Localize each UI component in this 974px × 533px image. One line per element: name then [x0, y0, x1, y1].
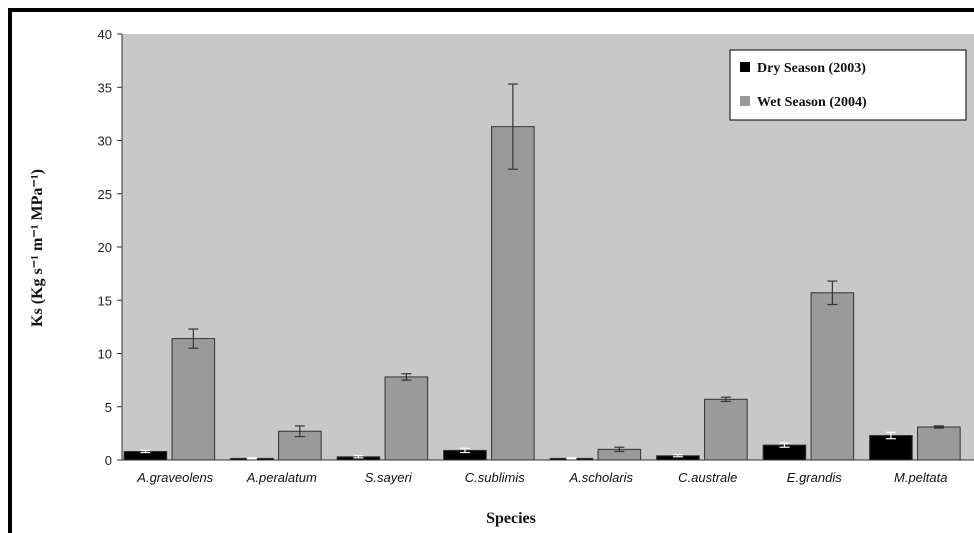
x-tick-label: A.peralatum	[246, 470, 317, 485]
y-tick-label: 0	[105, 453, 112, 468]
legend-label-dry: Dry Season (2003)	[757, 61, 866, 76]
legend: Dry Season (2003) Wet Season (2004)	[729, 49, 967, 121]
y-tick-label: 20	[98, 240, 112, 255]
bar-wet-3	[491, 126, 535, 461]
x-axis-title: Species	[486, 510, 536, 527]
x-tick-label: A.scholaris	[568, 470, 633, 485]
bars-group	[123, 83, 961, 461]
bar-wet-2	[384, 376, 429, 461]
y-tick-label: 40	[98, 27, 112, 42]
x-tick-label: E.grandis	[787, 470, 842, 485]
legend-swatch-dry	[740, 62, 750, 72]
x-tick-label: A.graveolens	[136, 470, 213, 485]
y-axis-ticks: 0 5 10 15 20 25 30 35 40	[98, 27, 122, 468]
x-axis-tick-labels: A.graveolens A.peralatum S.sayeri C.sublimi…	[136, 470, 947, 485]
bar-wet-6	[810, 292, 855, 461]
legend-box	[729, 49, 967, 121]
bar-wet-7	[917, 426, 961, 461]
x-tick-label: C.sublimis	[465, 470, 525, 485]
y-tick-label: 25	[98, 187, 112, 202]
y-tick-label: 15	[98, 293, 112, 308]
y-axis-title: Ks (Kg s⁻¹ m⁻¹ MPa⁻¹)	[29, 169, 46, 327]
legend-swatch-wet	[740, 96, 750, 106]
bar-wet-0	[171, 338, 216, 461]
legend-label-wet: Wet Season (2004)	[757, 95, 867, 110]
x-tick-label: S.sayeri	[365, 470, 413, 485]
y-tick-label: 5	[105, 400, 112, 415]
x-tick-label: C.australe	[678, 470, 737, 485]
bar-dry-7	[869, 435, 913, 461]
x-tick-label: M.peltata	[894, 470, 947, 485]
y-tick-label: 10	[98, 347, 112, 362]
y-tick-label: 30	[98, 134, 112, 149]
y-tick-label: 35	[98, 80, 112, 95]
bar-wet-5	[704, 398, 748, 461]
